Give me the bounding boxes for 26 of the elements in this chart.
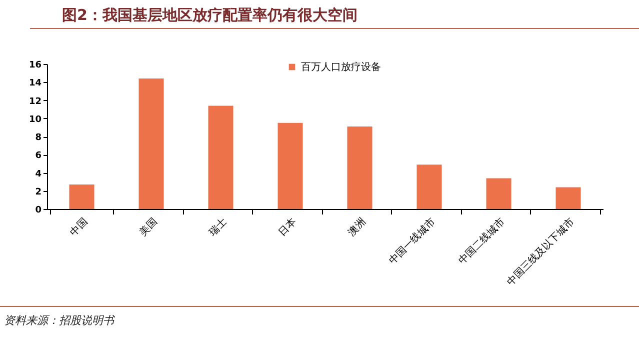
bar — [556, 187, 581, 209]
bar — [208, 106, 234, 209]
bar — [69, 184, 94, 209]
x-tick-label: 中国 — [67, 216, 90, 238]
chart-title: 图2：我国基层地区放疗配置率仍有很大空间 — [62, 6, 358, 25]
y-tick-label: 8 — [35, 133, 42, 143]
x-tick-label: 美国 — [136, 216, 160, 238]
y-tick-label: 10 — [28, 114, 42, 125]
legend-label: 百万人口放疗设备 — [301, 61, 381, 73]
y-tick-label: 14 — [28, 78, 42, 89]
text: 资料来源：招股说明书 — [4, 313, 114, 328]
bar — [278, 122, 303, 209]
x-tick-label: 澳洲 — [345, 216, 368, 238]
y-tick-label: 4 — [35, 169, 42, 180]
x-tick-label: 日本 — [276, 216, 299, 238]
y-tick-label: 6 — [35, 151, 42, 162]
bar — [416, 164, 442, 209]
y-tick-label: 0 — [35, 206, 42, 216]
x-tick-label: 中国一线城市 — [386, 216, 438, 267]
bar — [486, 178, 512, 209]
bar — [138, 78, 164, 209]
y-tick-label: 2 — [35, 187, 42, 198]
x-tick-label: 瑞士 — [206, 216, 230, 238]
y-tick-label: 16 — [28, 60, 42, 70]
bar — [347, 126, 372, 209]
y-tick-label: 12 — [28, 96, 42, 107]
